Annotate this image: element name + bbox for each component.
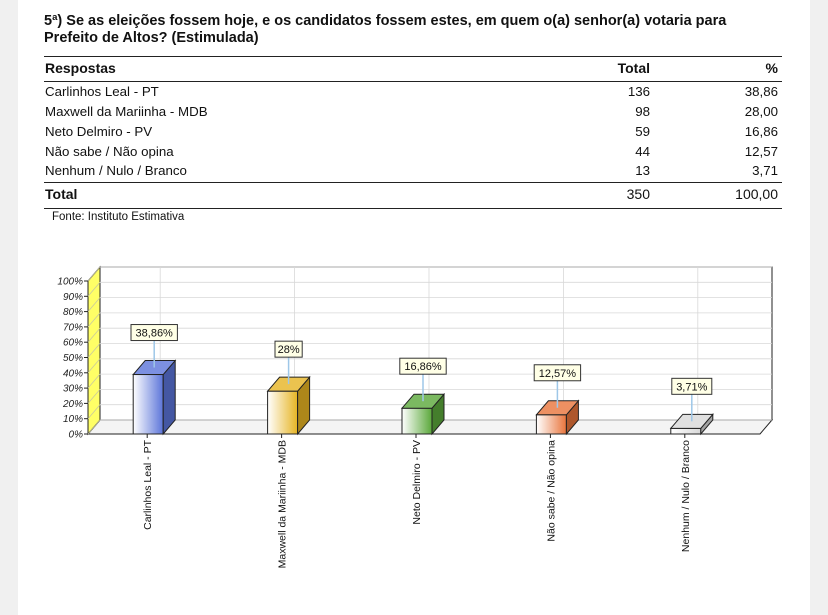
bar-front bbox=[535, 414, 567, 435]
question-title: 5ª) Se as eleições fossem hoje, e os can… bbox=[44, 13, 784, 47]
grid-line-side bbox=[87, 266, 101, 282]
row-label: Neto Delmiro - PV bbox=[45, 124, 153, 139]
row-total: 136 bbox=[627, 84, 650, 99]
y-tick-label: 70% bbox=[63, 322, 83, 333]
bar-front bbox=[267, 390, 299, 435]
grid-line-side bbox=[87, 312, 101, 328]
table-row: Neto Delmiro - PV 59 16,86 bbox=[44, 122, 782, 141]
row-percent: 38,86 bbox=[744, 84, 778, 99]
data-label: 12,57% bbox=[539, 368, 577, 380]
header-percent: % bbox=[765, 60, 778, 76]
bar-1 bbox=[132, 359, 177, 436]
table-row: Não sabe / Não opina 44 12,57 bbox=[44, 142, 782, 161]
y-tick-label: 30% bbox=[63, 384, 83, 395]
row-percent: 12,57 bbox=[744, 144, 778, 159]
data-label-box bbox=[533, 364, 582, 382]
row-label: Maxwell da Mariinha - MDB bbox=[45, 104, 208, 119]
x-category-label: Maxwell da Mariinha - MDB bbox=[277, 440, 289, 568]
data-label: 38,86% bbox=[136, 328, 174, 340]
grid-line-side bbox=[87, 404, 101, 419]
row-percent: 16,86 bbox=[744, 124, 778, 139]
table-header-row: Respostas Total % bbox=[44, 59, 782, 78]
bar-2 bbox=[266, 375, 311, 436]
total-label: Total bbox=[45, 186, 78, 202]
row-percent: 28,00 bbox=[744, 104, 778, 119]
question-line-1: 5ª) Se as eleições fossem hoje, e os can… bbox=[44, 13, 727, 29]
y-tick-label: 80% bbox=[63, 307, 83, 318]
question-line-2: Prefeito de Altos? (Estimulada) bbox=[44, 30, 259, 46]
grid-line-side bbox=[87, 297, 101, 312]
row-total: 13 bbox=[635, 163, 650, 178]
grid-line-side bbox=[87, 282, 101, 297]
x-category-label: Nenhum / Nulo / Branco bbox=[680, 440, 692, 552]
grid-line-side bbox=[87, 343, 101, 358]
source-note: Fonte: Instituto Estimativa bbox=[52, 211, 185, 223]
data-label-box bbox=[130, 324, 178, 342]
row-total: 59 bbox=[635, 124, 650, 139]
grid-line-side bbox=[87, 389, 101, 404]
header-respostas: Respostas bbox=[45, 60, 116, 76]
table-total-rule bbox=[44, 182, 782, 183]
table-top-rule bbox=[44, 56, 782, 57]
row-total: 98 bbox=[635, 104, 650, 119]
grid-line-side bbox=[87, 419, 101, 435]
total-count: 350 bbox=[626, 186, 650, 202]
table-row: Maxwell da Mariinha - MDB 98 28,00 bbox=[44, 102, 782, 121]
bar-front bbox=[670, 427, 702, 435]
data-label-box bbox=[399, 357, 447, 375]
grid-line-side bbox=[87, 373, 101, 389]
table-total-row: Total 350 100,00 bbox=[44, 185, 782, 204]
data-label: 28% bbox=[278, 344, 300, 356]
row-label: Nenhum / Nulo / Branco bbox=[45, 163, 187, 178]
report-page: 5ª) Se as eleições fossem hoje, e os can… bbox=[18, 0, 810, 615]
data-label: 3,71% bbox=[676, 381, 707, 393]
y-tick-label: 100% bbox=[57, 277, 83, 288]
row-label: Carlinhos Leal - PT bbox=[45, 84, 159, 99]
table-row: Nenhum / Nulo / Branco 13 3,71 bbox=[44, 161, 782, 180]
row-total: 44 bbox=[635, 144, 650, 159]
data-label: 16,86% bbox=[404, 361, 442, 373]
bar-front bbox=[401, 407, 433, 435]
y-tick-label: 60% bbox=[63, 338, 83, 349]
y-tick-label: 40% bbox=[63, 368, 83, 379]
table-bottom-rule bbox=[44, 208, 782, 209]
x-category-label: Carlinhos Leal - PT bbox=[142, 439, 154, 529]
row-percent: 3,71 bbox=[752, 163, 778, 178]
x-category-label: Não sabe / Não opina bbox=[545, 440, 557, 542]
y-tick-label: 50% bbox=[63, 353, 83, 364]
bar-chart: 0% 10% 20% 30% 40% 50% 60% 70% 80% 90% 100% 38,86% C… bbox=[57, 265, 774, 568]
y-tick-label: 10% bbox=[63, 414, 83, 425]
bar-4 bbox=[535, 399, 580, 436]
table-header-rule bbox=[44, 81, 782, 82]
grid-line-side bbox=[87, 358, 101, 374]
bar-front bbox=[132, 374, 164, 435]
bar-5 bbox=[669, 412, 714, 436]
y-tick-label: 90% bbox=[63, 292, 83, 303]
row-label: Não sabe / Não opina bbox=[45, 144, 174, 159]
data-label-box bbox=[671, 377, 713, 395]
grid-line-side bbox=[87, 327, 101, 343]
x-category-label: Neto Delmiro - PV bbox=[411, 440, 423, 525]
data-label-box bbox=[274, 340, 303, 358]
header-total: Total bbox=[617, 60, 650, 76]
y-tick-label: 0% bbox=[69, 430, 84, 441]
table-row: Carlinhos Leal - PT 136 38,86 bbox=[44, 82, 782, 101]
y-tick-label: 20% bbox=[62, 399, 83, 410]
total-percent: 100,00 bbox=[735, 186, 778, 202]
